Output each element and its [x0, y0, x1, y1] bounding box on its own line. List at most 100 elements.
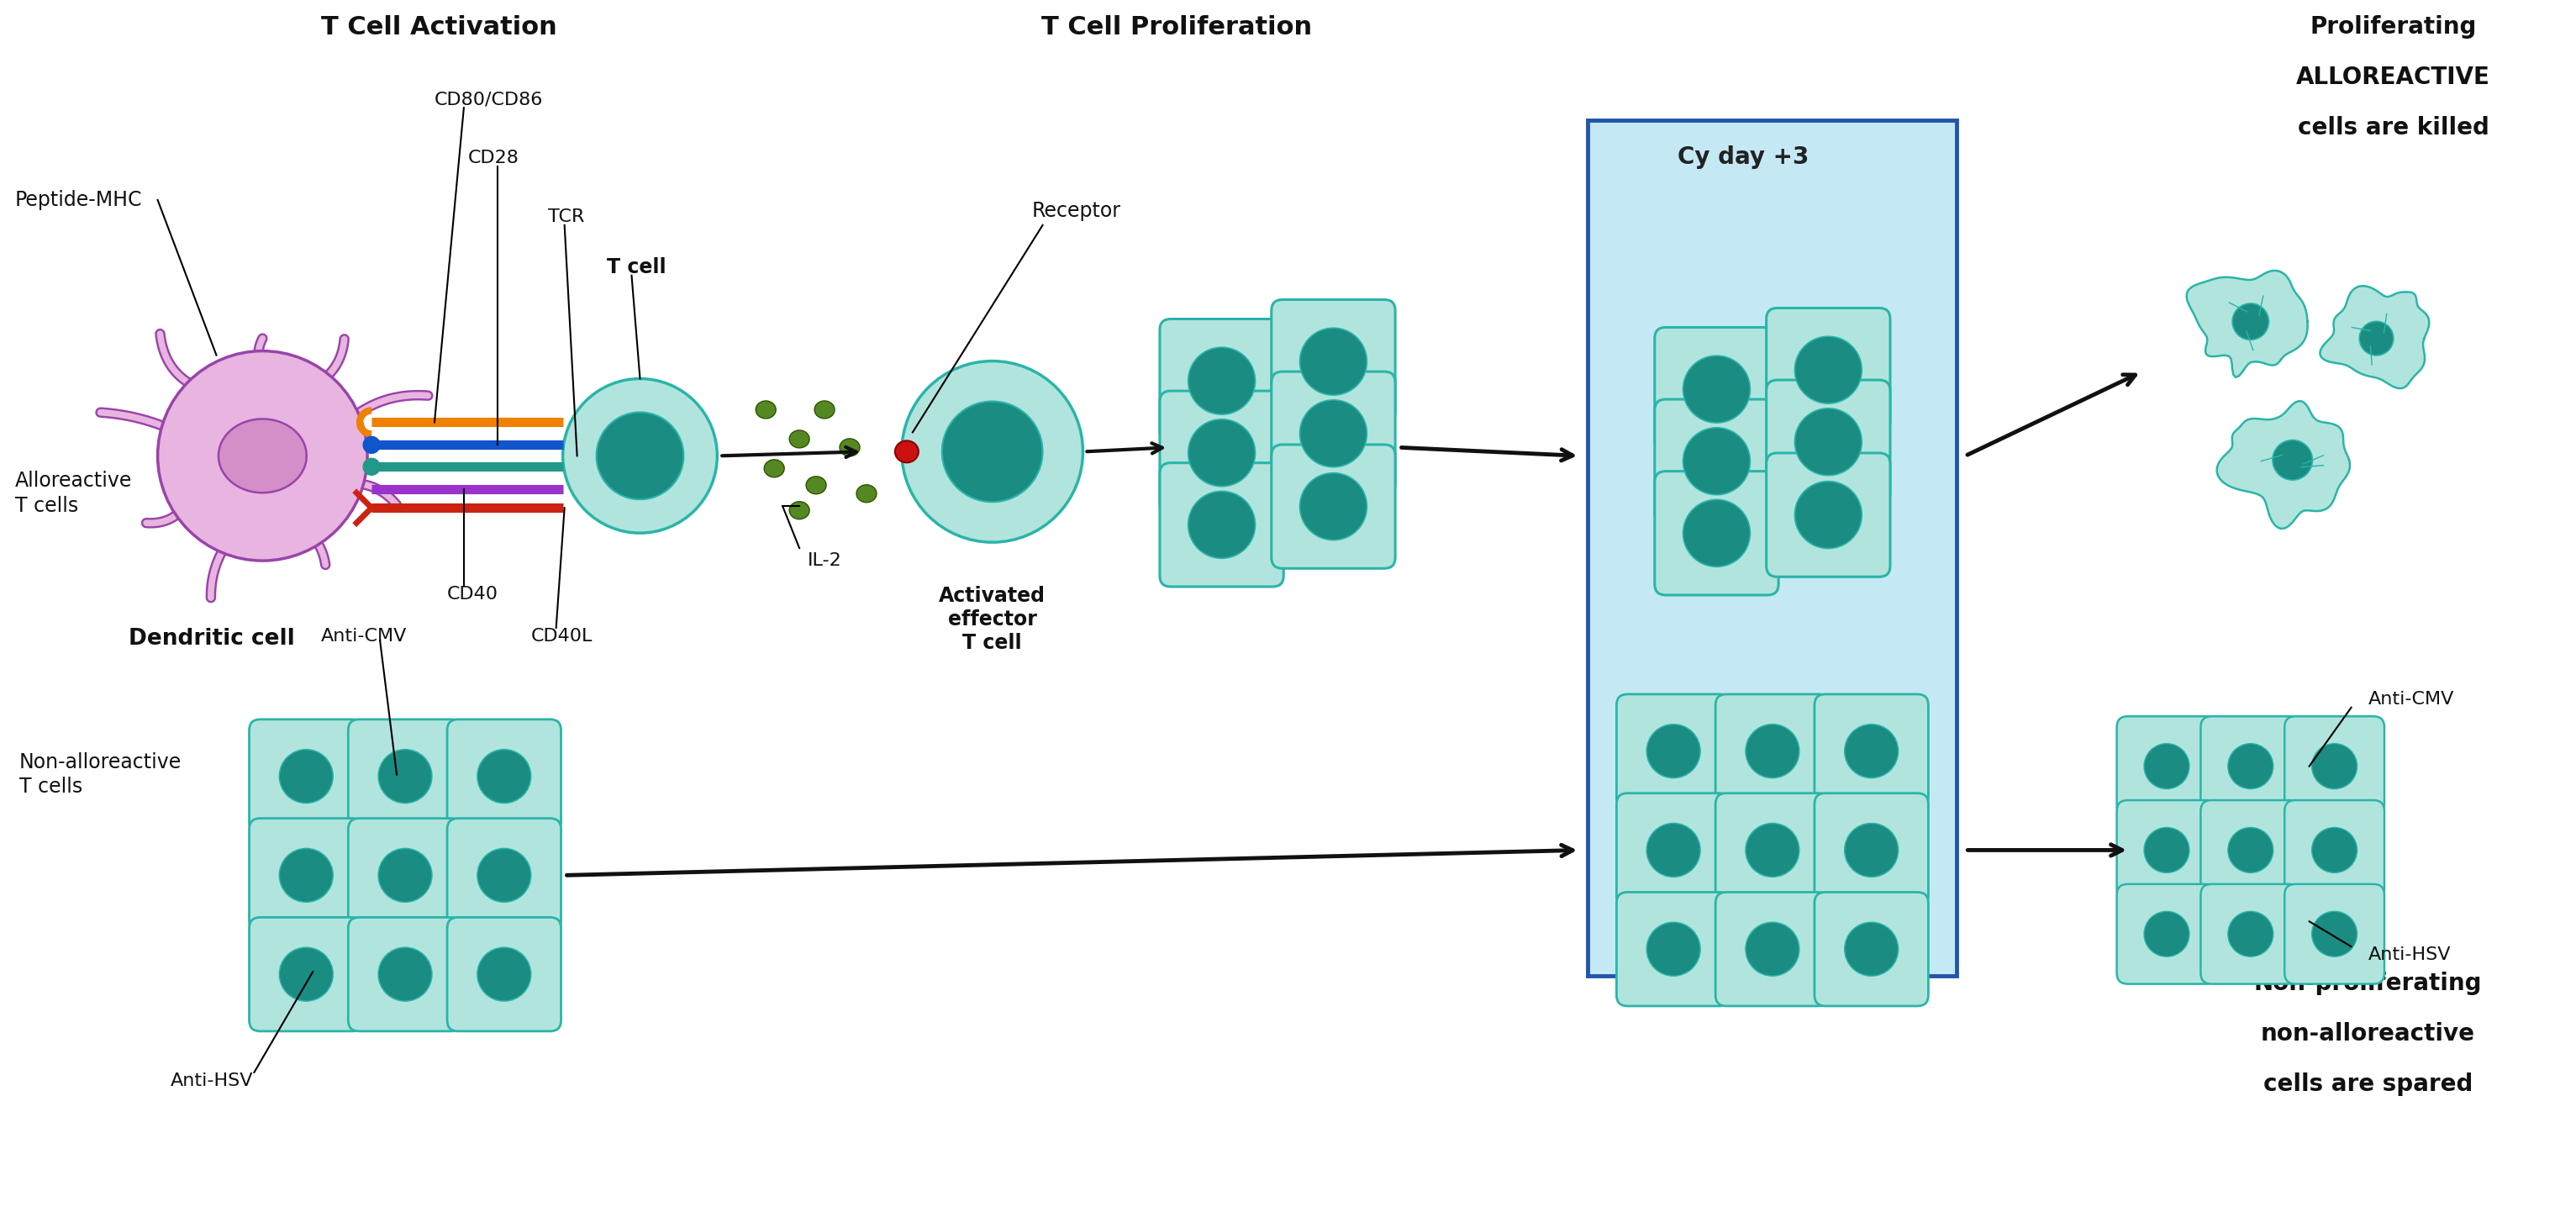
Ellipse shape [219, 419, 307, 493]
FancyBboxPatch shape [1767, 381, 1891, 504]
Circle shape [2311, 911, 2357, 956]
Text: CD40L: CD40L [531, 628, 592, 645]
Text: non-alloreactive: non-alloreactive [2262, 1022, 2476, 1046]
FancyBboxPatch shape [1273, 445, 1396, 568]
FancyBboxPatch shape [2285, 800, 2385, 901]
FancyBboxPatch shape [1814, 694, 1929, 808]
Circle shape [1844, 823, 1899, 877]
FancyBboxPatch shape [1716, 892, 1829, 1006]
Circle shape [1682, 355, 1749, 423]
Text: CD28: CD28 [469, 149, 520, 166]
Text: Peptide-MHC: Peptide-MHC [15, 190, 142, 210]
Text: Anti-CMV: Anti-CMV [2367, 691, 2455, 708]
Text: Receptor: Receptor [1030, 201, 1121, 221]
Circle shape [2228, 828, 2272, 873]
Circle shape [379, 848, 433, 902]
Ellipse shape [788, 430, 809, 448]
Text: Activated
effector
T cell: Activated effector T cell [938, 585, 1046, 653]
Circle shape [1646, 823, 1700, 877]
Ellipse shape [814, 401, 835, 418]
FancyBboxPatch shape [348, 917, 461, 1031]
Text: T Cell Proliferation: T Cell Proliferation [1041, 16, 1311, 40]
Text: cells are spared: cells are spared [2264, 1073, 2473, 1096]
Circle shape [1795, 337, 1862, 404]
FancyBboxPatch shape [2285, 884, 2385, 984]
Text: Non-alloreactive
T cells: Non-alloreactive T cells [18, 753, 183, 797]
Circle shape [278, 948, 332, 1001]
Text: cells are killed: cells are killed [2298, 116, 2488, 139]
Text: Anti-HSV: Anti-HSV [2367, 947, 2450, 964]
FancyBboxPatch shape [1618, 892, 1731, 1006]
Circle shape [1844, 922, 1899, 976]
FancyBboxPatch shape [2285, 716, 2385, 816]
Text: Anti-CMV: Anti-CMV [322, 628, 407, 645]
Circle shape [2311, 828, 2357, 873]
FancyBboxPatch shape [448, 720, 562, 833]
Circle shape [1188, 491, 1255, 559]
Circle shape [2360, 321, 2393, 355]
Polygon shape [2321, 286, 2429, 388]
FancyBboxPatch shape [1159, 319, 1283, 442]
Circle shape [902, 361, 1082, 542]
Circle shape [2143, 744, 2190, 789]
Circle shape [477, 848, 531, 902]
FancyBboxPatch shape [1767, 453, 1891, 577]
Text: Cy day +3: Cy day +3 [1677, 145, 1808, 168]
Circle shape [598, 412, 683, 499]
Circle shape [1301, 400, 1368, 467]
FancyBboxPatch shape [2117, 716, 2215, 816]
Circle shape [477, 749, 531, 804]
Circle shape [1301, 328, 1368, 395]
Circle shape [1682, 428, 1749, 494]
Ellipse shape [840, 439, 860, 456]
Circle shape [379, 948, 433, 1001]
FancyBboxPatch shape [348, 720, 461, 833]
Circle shape [278, 848, 332, 902]
Circle shape [363, 436, 379, 453]
FancyBboxPatch shape [348, 818, 461, 932]
Circle shape [363, 458, 379, 475]
FancyBboxPatch shape [2200, 800, 2300, 901]
FancyBboxPatch shape [2117, 800, 2215, 901]
Polygon shape [2187, 270, 2308, 377]
Text: IL-2: IL-2 [806, 553, 842, 570]
Circle shape [2143, 911, 2190, 956]
Circle shape [1795, 408, 1862, 475]
FancyBboxPatch shape [2200, 884, 2300, 984]
FancyBboxPatch shape [1273, 299, 1396, 423]
Circle shape [1188, 348, 1255, 415]
Circle shape [1795, 481, 1862, 549]
Ellipse shape [788, 502, 809, 519]
FancyBboxPatch shape [1814, 892, 1929, 1006]
FancyBboxPatch shape [1767, 308, 1891, 431]
Circle shape [1646, 922, 1700, 976]
Circle shape [1646, 725, 1700, 778]
Text: Non-proliferating: Non-proliferating [2254, 972, 2483, 995]
Ellipse shape [755, 401, 775, 418]
FancyBboxPatch shape [1716, 793, 1829, 907]
Circle shape [2228, 744, 2272, 789]
FancyBboxPatch shape [2200, 716, 2300, 816]
FancyBboxPatch shape [1587, 120, 1958, 976]
Circle shape [943, 401, 1043, 502]
Circle shape [1682, 499, 1749, 567]
Text: Proliferating: Proliferating [2311, 16, 2476, 39]
Circle shape [1747, 725, 1798, 778]
FancyBboxPatch shape [1654, 471, 1777, 595]
FancyBboxPatch shape [1618, 793, 1731, 907]
Text: CD80/CD86: CD80/CD86 [435, 91, 544, 108]
Circle shape [1747, 922, 1798, 976]
Ellipse shape [855, 485, 876, 503]
Polygon shape [2218, 401, 2349, 528]
Text: TCR: TCR [549, 208, 585, 225]
Circle shape [562, 378, 716, 533]
FancyBboxPatch shape [1654, 327, 1777, 451]
Ellipse shape [765, 459, 783, 478]
FancyBboxPatch shape [448, 917, 562, 1031]
Text: ALLOREACTIVE: ALLOREACTIVE [2295, 65, 2491, 90]
FancyBboxPatch shape [1159, 463, 1283, 587]
Ellipse shape [894, 441, 920, 463]
Circle shape [379, 749, 433, 804]
Circle shape [1844, 725, 1899, 778]
FancyBboxPatch shape [448, 818, 562, 932]
